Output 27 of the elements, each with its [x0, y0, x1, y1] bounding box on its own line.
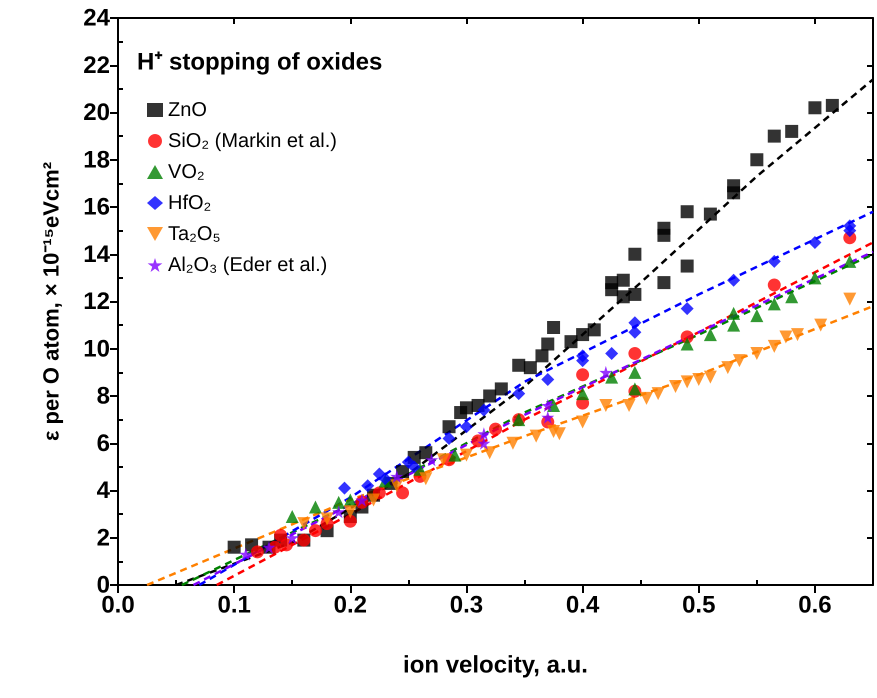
y-tick-label: 22 [83, 52, 110, 79]
legend-label: SiO₂ (Markin et al.) [168, 130, 337, 152]
y-tick-label: 18 [83, 146, 110, 174]
legend-label: VO₂ [168, 161, 205, 183]
x-axis-title: ion velocity, a.u. [403, 652, 588, 678]
x-tick-label: 0.1 [217, 592, 251, 618]
y-tick-label: 14 [83, 240, 111, 268]
legend-label: Ta₂O₅ [168, 223, 220, 245]
y-tick-label: 6 [96, 430, 110, 457]
x-tick-label: 0.6 [798, 592, 832, 618]
y-tick-label: 10 [83, 335, 110, 362]
y-tick-label: 16 [83, 194, 110, 220]
y-tick-label: 4 [96, 477, 111, 504]
y-axis-title: ε per O atom, × 10⁻¹⁵eVcm² [38, 162, 64, 442]
y-tick-label: 8 [96, 382, 110, 410]
legend-label: ZnO [168, 99, 207, 121]
legend-title: H⁺ stopping of oxides [137, 48, 382, 76]
legend-label: Al₂O₃ (Eder et al.) [168, 254, 328, 276]
y-tick-label: 20 [83, 99, 110, 126]
x-tick-label: 0.2 [334, 592, 367, 618]
x-tick-label: 0.5 [682, 592, 716, 618]
y-tick-label: 24 [83, 4, 111, 32]
x-tick-label: 0.4 [566, 592, 600, 618]
y-tick-label: 12 [83, 288, 110, 315]
x-tick-label: 0.3 [450, 592, 484, 618]
y-tick-label: 2 [96, 524, 110, 552]
legend-label: HfO₂ [168, 192, 212, 214]
